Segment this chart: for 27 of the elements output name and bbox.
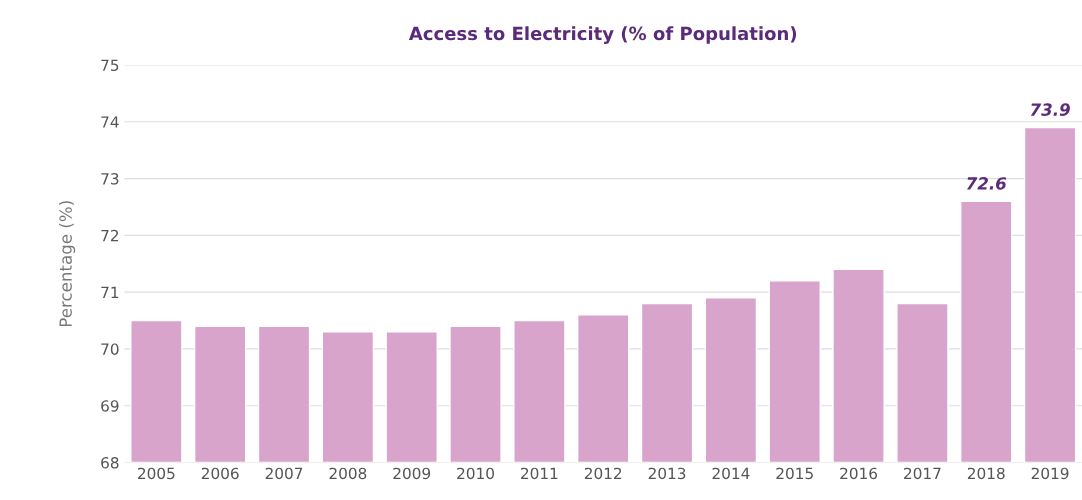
x-tick-label: 2012 (584, 467, 622, 480)
x-tick-label: 2011 (521, 467, 558, 480)
data-label: 73.9 (1030, 103, 1070, 116)
x-tick-label: 2019 (1031, 467, 1069, 480)
x-tick-label: 2014 (712, 467, 750, 480)
y-tick-label: 68 (101, 456, 119, 469)
y-tick-label: 72 (101, 229, 119, 242)
y-tick-label: 71 (101, 286, 119, 298)
y-axis-title: Percentage (%) (59, 201, 76, 327)
x-tick-label: 2013 (648, 467, 686, 480)
chart-title: Access to Electricity (% of Population) (408, 26, 797, 44)
data-label: 72.6 (966, 177, 1007, 190)
x-tick-label: 2017 (904, 467, 941, 480)
y-tick-label: 74 (101, 116, 119, 128)
x-tick-label: 2006 (201, 467, 239, 480)
x-tick-label: 2005 (138, 467, 175, 480)
x-tick-label: 2010 (457, 467, 494, 480)
y-tick-label: 73 (101, 173, 119, 185)
y-tick-label: 75 (101, 59, 119, 72)
x-tick-label: 2009 (393, 467, 431, 480)
y-tick-label: 70 (101, 343, 119, 355)
x-tick-label: 2016 (840, 467, 878, 480)
x-tick-label: 2007 (265, 467, 303, 480)
y-tick-label: 69 (101, 400, 119, 412)
x-tick-label: 2008 (329, 467, 367, 480)
x-tick-label: 2018 (967, 467, 1005, 480)
x-tick-label: 2015 (776, 467, 813, 480)
